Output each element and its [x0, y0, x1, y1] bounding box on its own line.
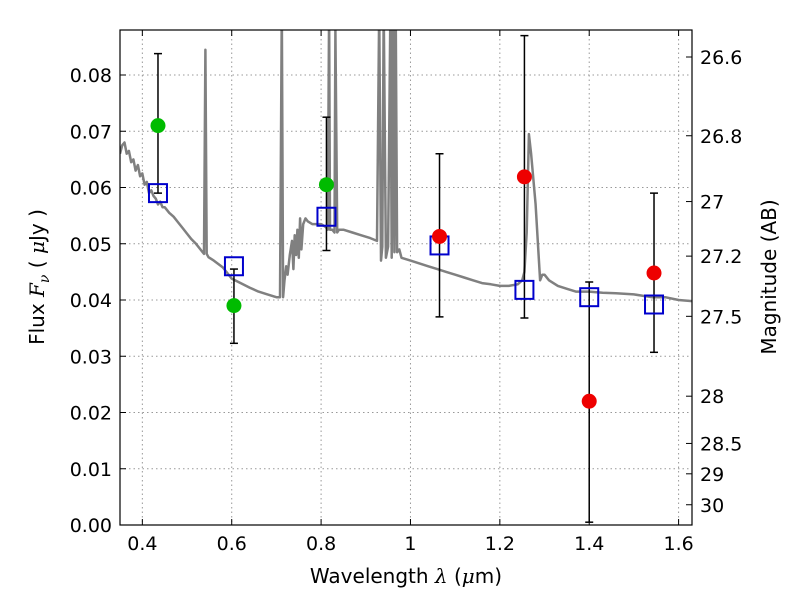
y2-tick-label: 28.5	[700, 433, 742, 455]
y-tick-label: 0.03	[70, 346, 112, 368]
model-photometry-square	[147, 183, 168, 204]
model-photometry-square	[316, 206, 337, 227]
y-tick-label: 0.02	[70, 403, 112, 425]
model-photometry-square	[579, 287, 600, 308]
x-tick-label: 0.8	[306, 533, 336, 555]
x-tick-label: 0.4	[127, 533, 157, 555]
axis-ticks: 0.4 0.6 0.8 1 1.2 1.4 1.6 0.00 0.01 0.02 0.03 0.04 0…	[70, 30, 742, 555]
observed-flux-point	[581, 393, 597, 409]
y-axis-label: Flux Fν ( μJy )	[25, 209, 53, 345]
y-tick-label: 0.04	[70, 290, 112, 312]
y2-axis-label: Magnitude (AB)	[757, 199, 781, 354]
observed-flux-point	[646, 265, 662, 281]
x-tick-label: 0.6	[217, 533, 247, 555]
x-axis-label: Wavelength λ (μm)	[310, 564, 502, 588]
model-photometry-square	[514, 279, 535, 300]
y2-tick-label: 26.6	[700, 47, 742, 69]
observed-flux-point	[432, 228, 448, 244]
plot-frame	[119, 29, 693, 526]
observed-flux-point	[150, 118, 166, 134]
y2-tick-label: 26.8	[700, 126, 742, 148]
model-spectrum-line	[120, 30, 692, 303]
observed-flux-point	[226, 298, 242, 314]
plot-area	[120, 30, 692, 523]
model-photometry-square	[644, 294, 665, 315]
x-tick-label: 1.2	[485, 533, 515, 555]
y2-tick-label: 29	[700, 464, 724, 486]
y-tick-label: 0.08	[70, 65, 112, 87]
x-tick-label: 1.6	[663, 533, 693, 555]
y2-tick-label: 27.5	[700, 306, 742, 328]
x-tick-label: 1.4	[574, 533, 604, 555]
model-photometry-square	[223, 256, 244, 277]
y-tick-label: 0.06	[70, 178, 112, 200]
y2-tick-label: 27	[700, 192, 724, 214]
observed-flux-point	[318, 177, 334, 193]
y-tick-label: 0.07	[70, 121, 112, 143]
y-tick-label: 0.05	[70, 234, 112, 256]
y2-tick-label: 30	[700, 495, 724, 517]
y-tick-label: 0.00	[70, 515, 112, 537]
observed-flux-point	[516, 169, 532, 185]
y-tick-label: 0.01	[70, 459, 112, 481]
y2-tick-label: 27.2	[700, 246, 742, 268]
x-tick-label: 1	[404, 533, 416, 555]
y2-tick-label: 28	[700, 386, 724, 408]
